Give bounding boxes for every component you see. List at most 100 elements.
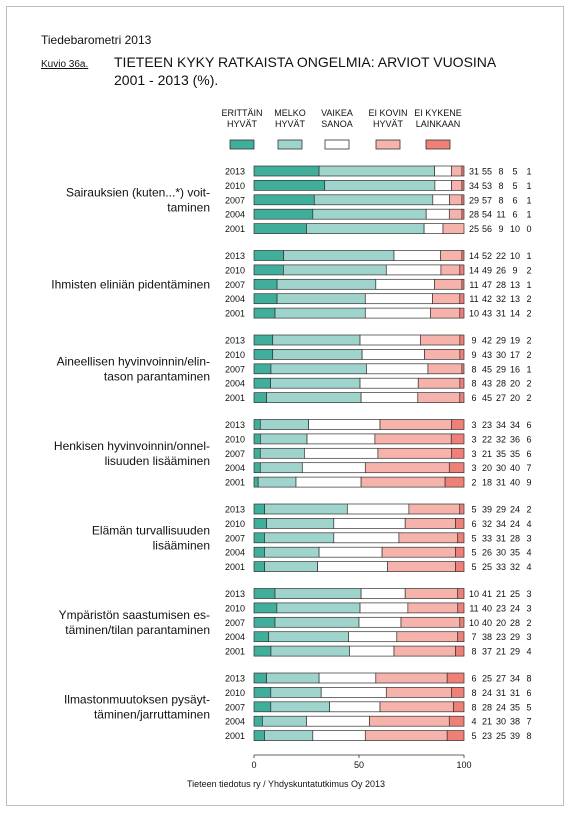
stacked-bar-chart: Tiedebarometri 2013 Kuvio 36a. TIETEEN K… (41, 33, 532, 789)
year-label: 2010 (225, 265, 245, 275)
bar-segment (449, 194, 463, 206)
value-label: 6 (526, 434, 531, 444)
bar-segment (430, 307, 461, 319)
chart-title-line2: 2001 - 2013 (%). (114, 72, 218, 88)
value-label: 10 (510, 224, 520, 234)
value-label: 8 (471, 647, 476, 657)
value-label: 14 (510, 309, 520, 319)
value-label: 2 (526, 309, 531, 319)
value-label: 5 (471, 505, 476, 515)
value-label: 22 (482, 434, 492, 444)
value-label: 5 (471, 533, 476, 543)
group-label: Ihmisten eliniän pidentäminen (51, 278, 210, 292)
chart-title-line1: TIETEEN KYKY RATKAISTA ONGELMIA: ARVIOT … (114, 54, 497, 70)
bar-segment (369, 715, 450, 727)
value-label: 20 (510, 393, 520, 403)
value-label: 11 (496, 210, 505, 220)
value-label: 26 (482, 548, 492, 558)
bar-segment (346, 503, 410, 515)
bar-segment (318, 546, 383, 558)
year-label: 2004 (225, 210, 245, 220)
bar-segment (377, 447, 452, 459)
value-label: 45 (482, 393, 492, 403)
bar-segment (440, 250, 463, 261)
value-label: 6 (471, 393, 476, 403)
bar-segment (448, 715, 465, 727)
bar-segment (419, 334, 461, 346)
bar-segment (364, 293, 433, 305)
bar-segment (253, 447, 261, 459)
bar-segment (424, 349, 461, 360)
value-label: 1 (526, 210, 531, 220)
bar-segment (453, 701, 465, 713)
value-label: 21 (482, 717, 492, 727)
group-label: Sairauksien (kuten...*) voit- (66, 186, 210, 200)
legend-label: EI KOVIN (368, 108, 407, 118)
bar-segment (253, 588, 276, 599)
figure-frame: Tiedebarometri 2013 Kuvio 36a. TIETEEN K… (6, 6, 564, 806)
group-label: Elämän turvallisuuden (92, 524, 210, 538)
year-label: 2004 (225, 632, 245, 642)
bar-segment (450, 433, 465, 445)
bar-segment (253, 715, 263, 727)
value-label: 0 (526, 224, 531, 234)
value-label: 1 (526, 195, 531, 205)
bar-segment (360, 476, 446, 488)
value-label: 7 (526, 717, 531, 727)
bar-segment (455, 561, 465, 572)
bar-segment (459, 293, 465, 305)
year-label: 2007 (225, 702, 245, 712)
value-label: 8 (526, 674, 531, 684)
value-label: 27 (496, 393, 506, 403)
value-label: 1 (526, 181, 531, 191)
value-label: 25 (510, 589, 520, 599)
bar-segment (358, 616, 402, 628)
bar-segment (448, 208, 463, 220)
value-label: 3 (526, 533, 531, 543)
bar-segment (448, 462, 465, 474)
bar-segment (364, 730, 448, 741)
year-label: 2004 (225, 294, 245, 304)
bar-segment (434, 180, 452, 191)
bar-segment (262, 715, 307, 727)
bar-group: Ilmastonmuutoksen pysäyt-täminen/jarrutt… (64, 672, 532, 741)
bar-segment (253, 180, 326, 191)
year-label: 2010 (225, 350, 245, 360)
value-label: 38 (482, 632, 492, 642)
bar-segment (360, 392, 419, 403)
legend-swatch (277, 139, 303, 150)
value-label: 43 (482, 379, 492, 389)
legend-label: SANOA (321, 119, 353, 129)
year-label: 2007 (225, 533, 245, 543)
value-label: 31 (469, 167, 479, 177)
value-label: 31 (496, 533, 506, 543)
bar-segment (274, 307, 366, 319)
value-label: 42 (482, 336, 492, 346)
value-label: 4 (526, 562, 531, 572)
bar-segment (461, 278, 465, 290)
bar-segment (374, 433, 452, 445)
bar-segment (364, 307, 431, 319)
bar-segment (253, 546, 265, 558)
value-label: 21 (496, 589, 506, 599)
year-label: 2010 (225, 181, 245, 191)
value-label: 10 (469, 309, 479, 319)
bar-segment (451, 687, 465, 698)
bar-segment (461, 250, 465, 261)
bar-segment (253, 165, 320, 177)
bar-segment (400, 616, 461, 628)
value-label: 23 (496, 603, 506, 613)
value-label: 23 (496, 632, 506, 642)
figure-label: Kuvio 36a. (41, 59, 88, 70)
source-note: Tieteen tiedotus ry / Yhdyskuntatutkimus… (187, 779, 385, 789)
value-label: 52 (482, 251, 492, 261)
value-label: 8 (498, 167, 503, 177)
group-label: lisuuden lisääminen (105, 454, 210, 468)
group-label: Ilmastonmuutoksen pysäyt- (64, 693, 210, 707)
bar-segment (459, 503, 465, 515)
value-label: 28 (510, 533, 520, 543)
value-label: 30 (496, 548, 506, 558)
year-label: 2013 (225, 251, 245, 261)
value-label: 24 (482, 688, 492, 698)
